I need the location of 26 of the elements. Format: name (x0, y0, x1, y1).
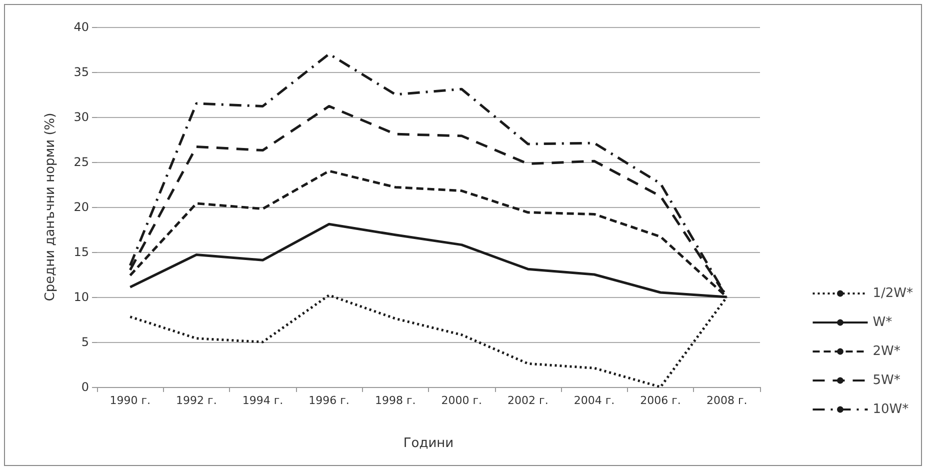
x-tick-label: 1992 г. (176, 394, 217, 407)
legend-label: 5W* (872, 373, 901, 388)
y-tick-label: 0 (81, 380, 89, 394)
y-tick-label: 25 (74, 155, 89, 169)
y-axis-title: Средни данъчни норми (%) (43, 112, 58, 302)
x-tick-label: 2006 г. (640, 394, 681, 407)
x-axis-title: Години (403, 436, 454, 451)
x-tick-label: 2000 г. (441, 394, 482, 407)
x-tick-label: 1994 г. (242, 394, 284, 407)
legend-label: 2W* (872, 344, 901, 359)
x-tick-label: 1998 г. (374, 394, 416, 407)
x-tick-label: 2002 г. (508, 394, 548, 407)
x-tick-label: 2004 г. (574, 394, 615, 407)
legend-label: 10W* (872, 402, 910, 417)
legend-label: W* (872, 315, 893, 330)
y-tick-label: 10 (74, 290, 89, 304)
x-tick-label: 1996 г. (308, 394, 350, 407)
y-tick-label: 30 (74, 110, 89, 124)
y-tick-label: 5 (81, 335, 89, 349)
y-tick-label: 40 (74, 20, 89, 34)
y-tick-label: 15 (74, 245, 89, 259)
legend-label: 1/2W* (872, 286, 914, 301)
y-tick-label: 20 (74, 200, 89, 214)
x-tick-label: 2008 г. (706, 394, 748, 407)
x-tick-label: 1990 г. (110, 394, 151, 407)
y-tick-label: 35 (74, 65, 89, 79)
